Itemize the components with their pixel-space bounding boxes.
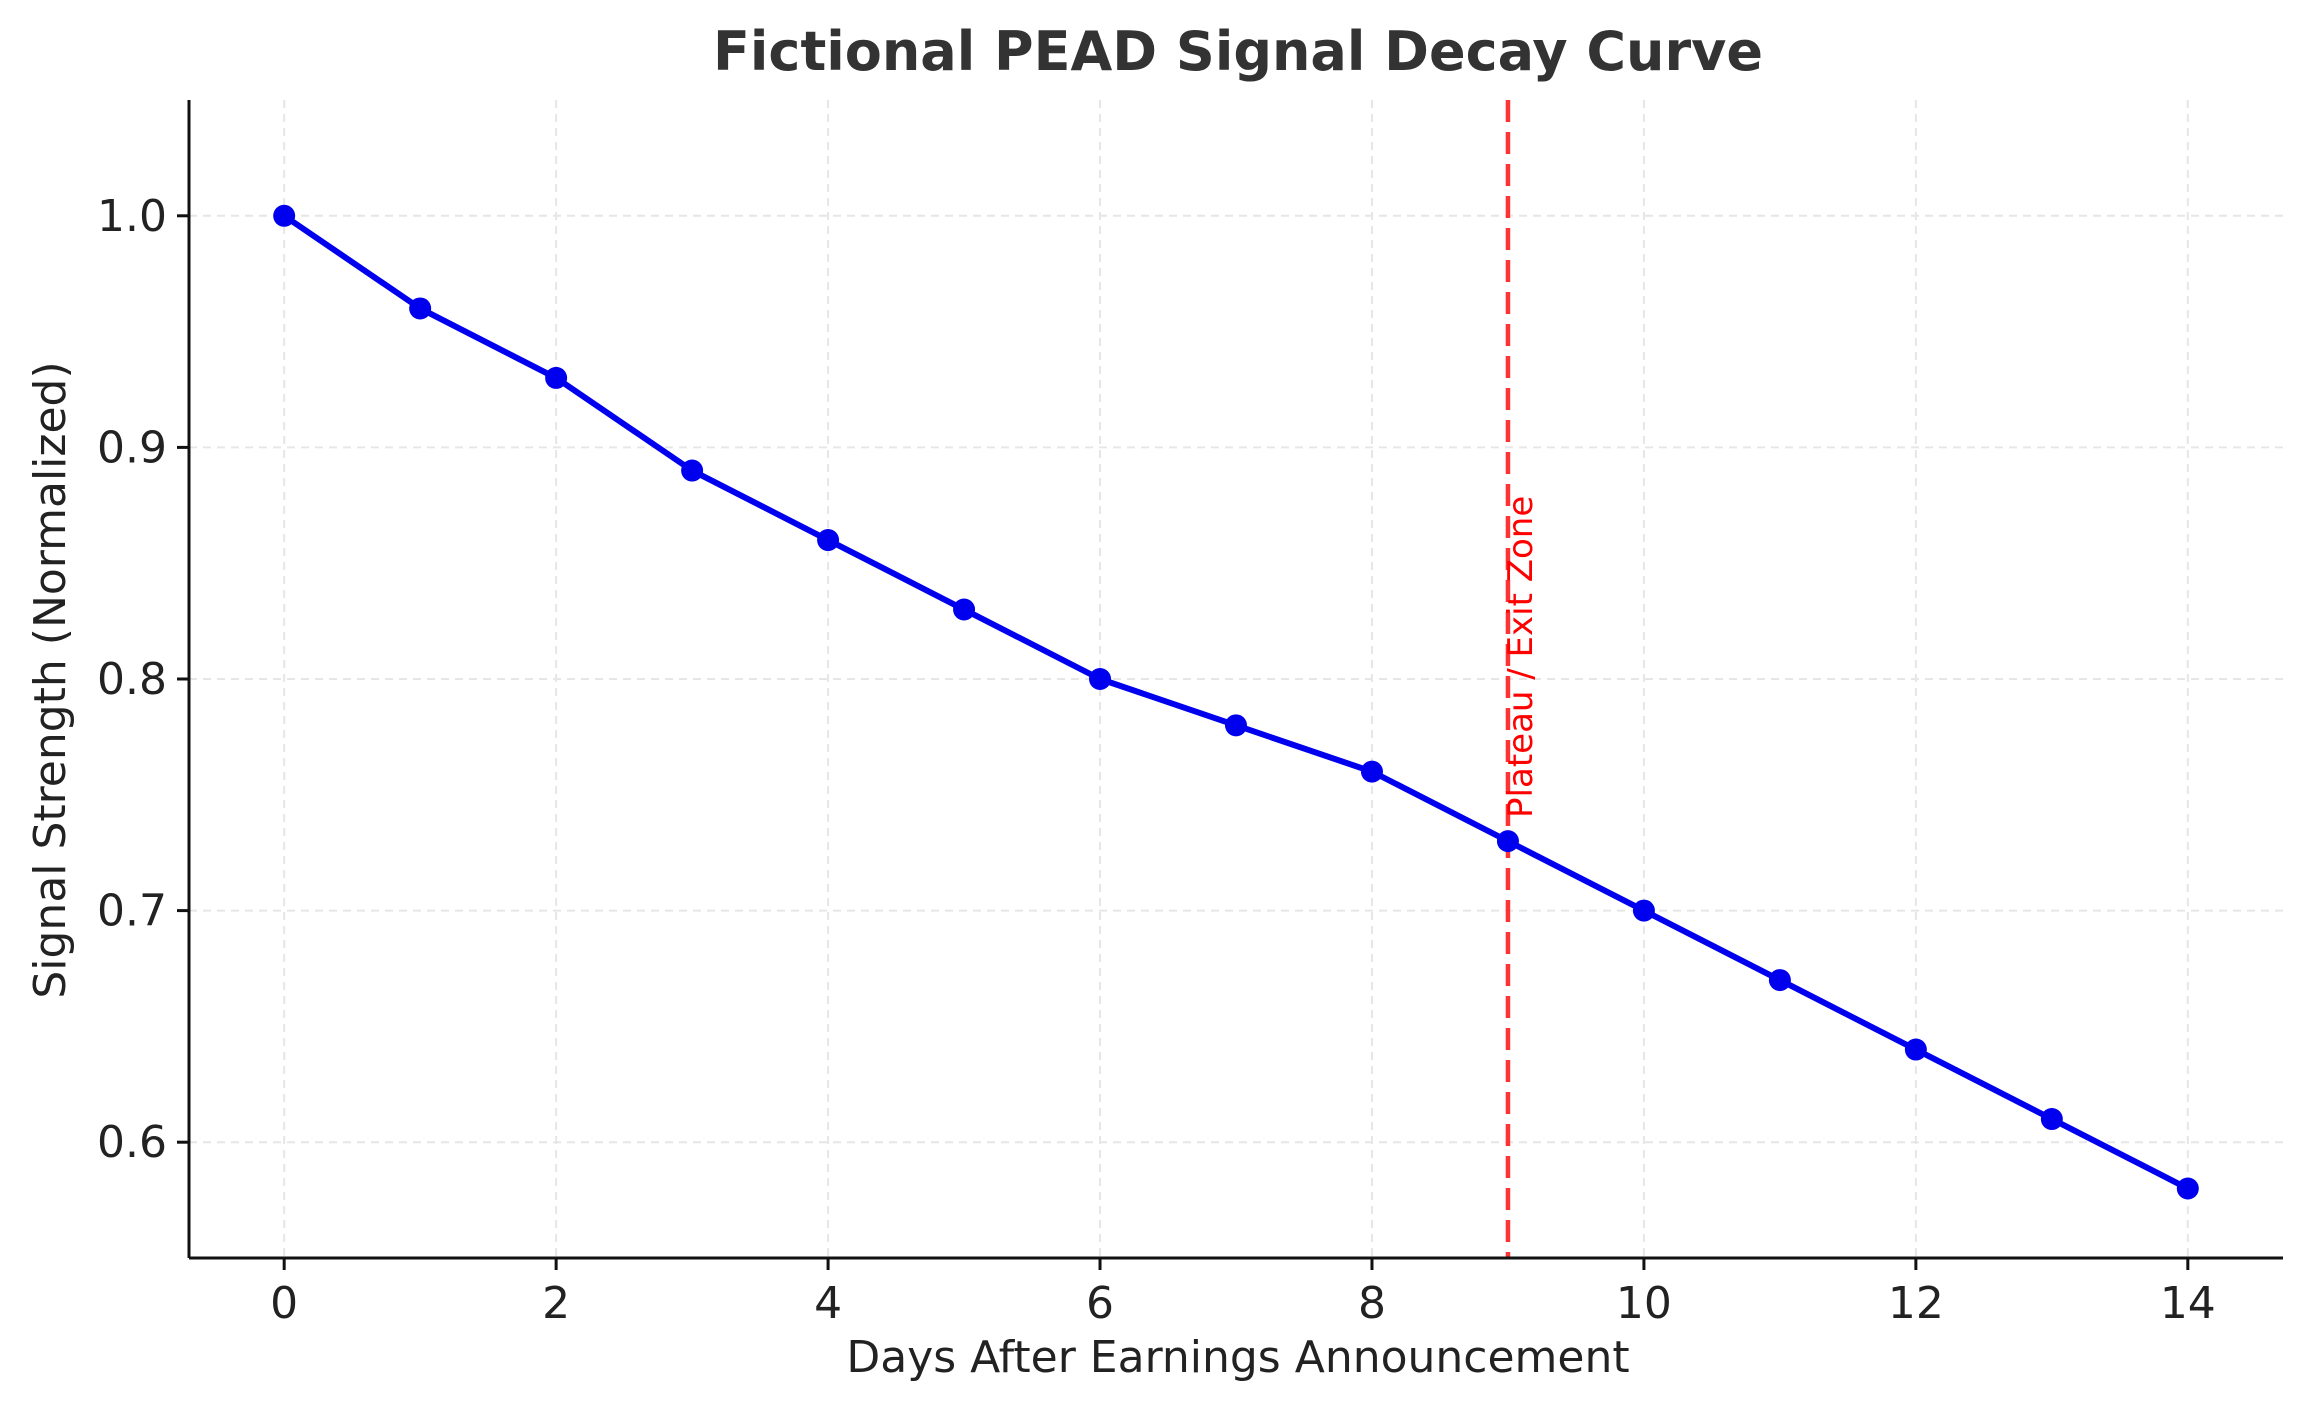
x-tick-label: 8 (1358, 1278, 1386, 1329)
x-tick-label: 4 (814, 1278, 842, 1329)
data-point (681, 459, 704, 482)
x-tick-label: 14 (2160, 1278, 2216, 1329)
data-point (1768, 969, 1791, 992)
y-tick-label: 1.0 (97, 191, 167, 242)
y-axis-label: Signal Strength (Normalized) (25, 361, 76, 998)
data-point (2176, 1177, 2199, 1200)
data-point (1632, 899, 1655, 922)
data-point (953, 598, 976, 621)
data-point (1089, 668, 1112, 690)
y-tick-label: 0.7 (97, 886, 167, 937)
data-point (1360, 760, 1383, 783)
ticks: 0 2 4 6 8 10 12 14 0.6 0.7 0.8 0.9 1.0 (97, 191, 2216, 1329)
data-point (817, 529, 840, 552)
x-tick-label: 12 (1888, 1278, 1944, 1329)
grid (189, 100, 2283, 1258)
exit-zone-label: Plateau / Exit Zone (1501, 496, 1541, 818)
x-tick-label: 2 (542, 1278, 570, 1329)
y-tick-label: 0.9 (97, 422, 167, 473)
data-point (1904, 1038, 1927, 1061)
data-point (1225, 714, 1247, 737)
series-line (282, 213, 2190, 1192)
x-tick-label: 10 (1616, 1278, 1672, 1329)
data-point (273, 204, 296, 227)
data-point (409, 297, 432, 320)
x-tick-label: 0 (270, 1278, 298, 1329)
x-axis-label: Days After Earnings Announcement (846, 1332, 1629, 1383)
chart-title: Fictional PEAD Signal Decay Curve (713, 20, 1763, 83)
series-layer (273, 204, 2199, 1200)
data-point (1496, 830, 1519, 853)
data-point (2040, 1108, 2063, 1131)
data-point (545, 366, 568, 389)
x-tick-label: 6 (1086, 1278, 1114, 1329)
exit-zone-layer: Plateau / Exit Zone (1501, 100, 1541, 1258)
y-tick-label: 0.8 (97, 654, 167, 705)
y-tick-label: 0.6 (97, 1117, 167, 1168)
